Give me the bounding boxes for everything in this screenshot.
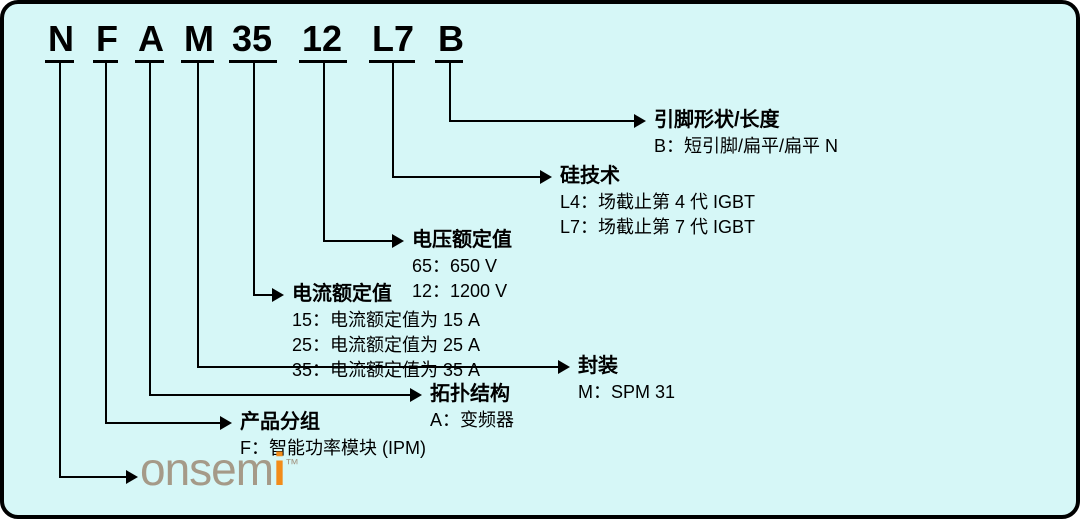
arrow-L7: [540, 170, 552, 184]
vline-N: [59, 60, 61, 476]
onsemi-logo: onsemi™: [140, 442, 298, 496]
part-number-diagram: NFAM3512L7B 产品分组F：智能功率模块 (IPM)拓扑结构A：变频器封…: [0, 0, 1080, 519]
hline-B: [449, 120, 634, 122]
arrow-A: [410, 388, 422, 402]
arrow-B: [634, 114, 646, 128]
vline-F: [105, 60, 107, 422]
arrow-35: [272, 288, 284, 302]
code-seg-L7: L7: [372, 18, 414, 60]
code-seg-M: M: [184, 18, 214, 60]
desc-line-12-0: 65：650 V: [412, 254, 512, 279]
desc-title-B: 引脚形状/长度: [654, 106, 838, 134]
logo-tm: ™: [285, 456, 298, 472]
code-seg-F: F: [96, 18, 118, 60]
hline-N: [59, 476, 126, 478]
hline-F: [105, 422, 220, 424]
code-seg-35: 35: [232, 18, 272, 60]
desc-M: 封装M：SPM 31: [578, 352, 675, 405]
desc-A: 拓扑结构A：变频器: [430, 380, 514, 433]
logo-text: onsem: [140, 443, 273, 495]
vline-35: [253, 60, 255, 294]
desc-title-L7: 硅技术: [560, 162, 755, 190]
desc-line-L7-1: L7：场截止第 7 代 IGBT: [560, 215, 755, 240]
desc-title-F: 产品分组: [240, 408, 426, 436]
arrow-M: [558, 360, 570, 374]
desc-title-12: 电压额定值: [412, 226, 512, 254]
code-seg-N: N: [48, 18, 74, 60]
desc-line-12-1: 12：1200 V: [412, 279, 512, 304]
code-seg-12: 12: [302, 18, 342, 60]
hline-35: [253, 294, 272, 296]
desc-B: 引脚形状/长度B：短引脚/扁平/扁平 N: [654, 106, 838, 159]
desc-line-A-0: A：变频器: [430, 408, 514, 433]
vline-B: [449, 60, 451, 120]
vline-M: [197, 60, 199, 366]
arrow-F: [220, 416, 232, 430]
hline-A: [149, 394, 410, 396]
desc-line-35-0: 15：电流额定值为 15 A: [292, 308, 480, 333]
arrow-N: [126, 470, 138, 484]
code-seg-B: B: [438, 18, 464, 60]
desc-line-B-0: B：短引脚/扁平/扁平 N: [654, 134, 838, 159]
desc-12: 电压额定值65：650 V12：1200 V: [412, 226, 512, 304]
vline-L7: [392, 60, 394, 176]
desc-line-35-2: 35：电流额定值为 35 A: [292, 358, 480, 383]
hline-L7: [392, 176, 540, 178]
vline-12: [323, 60, 325, 240]
desc-title-M: 封装: [578, 352, 675, 380]
desc-title-A: 拓扑结构: [430, 380, 514, 408]
arrow-12: [392, 234, 404, 248]
desc-L7: 硅技术L4：场截止第 4 代 IGBTL7：场截止第 7 代 IGBT: [560, 162, 755, 240]
desc-line-35-1: 25：电流额定值为 25 A: [292, 333, 480, 358]
logo-accent: i: [273, 443, 285, 495]
desc-line-M-0: M：SPM 31: [578, 380, 675, 405]
hline-12: [323, 240, 392, 242]
code-seg-A: A: [138, 18, 164, 60]
vline-A: [149, 60, 151, 394]
desc-line-L7-0: L4：场截止第 4 代 IGBT: [560, 190, 755, 215]
